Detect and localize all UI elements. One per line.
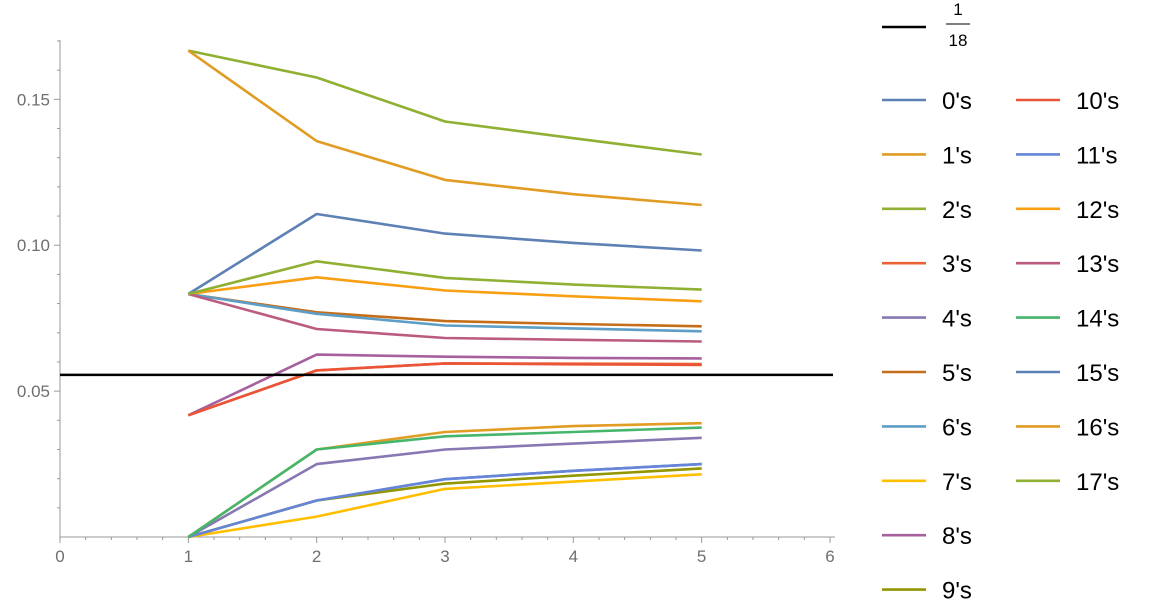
series-line-13 xyxy=(187,292,702,343)
legend-label: 6's xyxy=(942,414,972,441)
legend-label: 15's xyxy=(1076,360,1119,387)
legend-label: 10's xyxy=(1076,88,1119,115)
legend-label: 11's xyxy=(1076,142,1118,169)
legend-label: 4's xyxy=(942,306,972,333)
legend-label: 17's xyxy=(1076,469,1119,496)
series-line-12 xyxy=(188,275,702,303)
y-tick-label: 0.05 xyxy=(17,382,50,401)
series-line-17 xyxy=(187,259,702,296)
x-tick-label: 6 xyxy=(825,547,834,566)
series-lines xyxy=(187,49,702,539)
legend-label: 2's xyxy=(942,197,972,224)
series-line-14 xyxy=(187,426,702,539)
tick-marks xyxy=(54,40,831,543)
series-line-7 xyxy=(188,473,702,539)
legend-label: 16's xyxy=(1076,414,1119,441)
x-tick-label: 1 xyxy=(184,547,193,566)
legend: 1 18 0's 1's 2's 3's 4's 5's 6's 7's 8's 9's 10's 11'… xyxy=(882,0,1119,605)
series-line-15 xyxy=(187,212,702,296)
legend-label: 1's xyxy=(942,142,972,169)
legend-label: 0's xyxy=(942,88,972,115)
series-line-10 xyxy=(187,362,702,417)
legend-label: 3's xyxy=(942,251,972,278)
legend-label: 12's xyxy=(1076,197,1119,224)
axes xyxy=(59,40,835,538)
legend-label: 5's xyxy=(942,360,972,387)
x-tick-label: 5 xyxy=(697,547,706,566)
legend-label: 13's xyxy=(1076,251,1119,278)
legend-fraction-denominator: 18 xyxy=(949,31,968,50)
tick-labels: 0 1 2 3 4 5 6 0.05 0.10 0.15 xyxy=(17,90,835,566)
x-tick-label: 2 xyxy=(312,547,321,566)
series-line-6 xyxy=(188,292,702,333)
series-line-2 xyxy=(188,49,702,156)
legend-label: 8's xyxy=(942,523,972,550)
y-tick-label: 0.15 xyxy=(17,90,50,109)
legend-fraction-numerator: 1 xyxy=(953,0,962,19)
x-tick-label: 3 xyxy=(440,547,449,566)
legend-label: 9's xyxy=(942,578,972,605)
series-line-16 xyxy=(187,49,702,207)
series-line-11 xyxy=(187,462,702,539)
series-line-4 xyxy=(187,436,702,539)
legend-label: 7's xyxy=(942,469,972,496)
x-tick-label: 4 xyxy=(569,547,578,566)
y-tick-label: 0.10 xyxy=(17,236,50,255)
x-tick-label: 0 xyxy=(55,547,64,566)
legend-label: 14's xyxy=(1076,306,1119,333)
